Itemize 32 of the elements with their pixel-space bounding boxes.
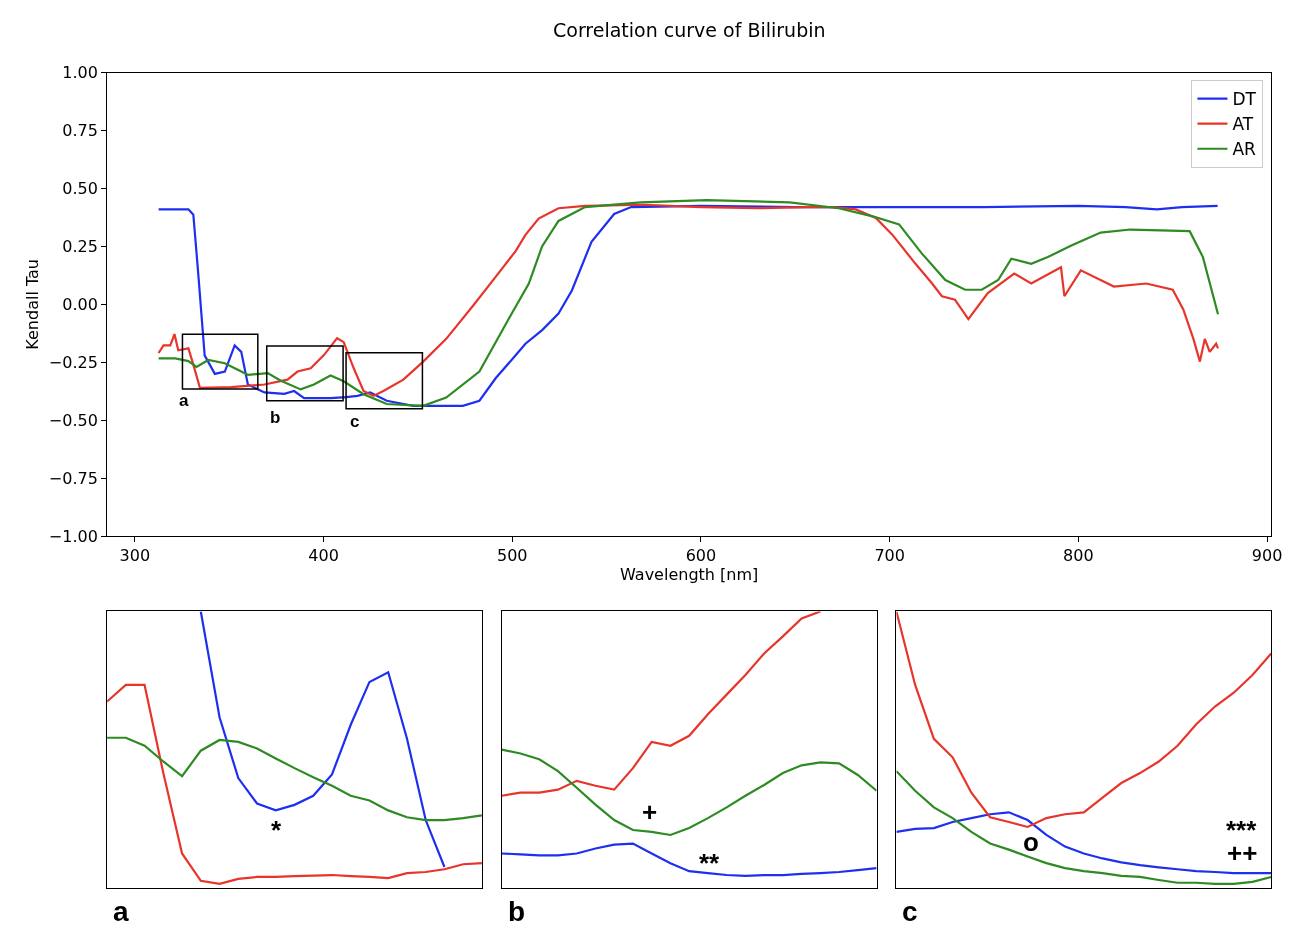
x-tick-label: 400 xyxy=(308,546,339,566)
y-tick-label: 0.25 xyxy=(62,237,98,257)
text: a xyxy=(113,896,129,927)
legend-label: AT xyxy=(1232,114,1254,135)
annotation: * xyxy=(271,815,282,845)
x-tick-label: 900 xyxy=(1251,546,1283,566)
x-axis-title: Wavelength [nm] xyxy=(620,565,759,585)
y-tick-label: 0.50 xyxy=(62,179,98,199)
text: c xyxy=(902,896,918,927)
legend-label: DT xyxy=(1232,89,1257,110)
x-tick-label: 800 xyxy=(1063,546,1094,566)
y-tick-label: −0.25 xyxy=(48,352,98,372)
x-tick-label: 700 xyxy=(874,546,905,566)
x-tick-label: 600 xyxy=(685,546,717,566)
x-tick-label: 500 xyxy=(496,546,528,566)
annotation: a xyxy=(179,391,189,410)
chart-title: Correlation curve of Bilirubin xyxy=(553,19,826,41)
y-tick-label: −1.00 xyxy=(48,526,98,546)
annotation: o xyxy=(1023,827,1039,857)
y-tick-label: −0.75 xyxy=(48,468,98,488)
y-axis-title: Kendall Tau xyxy=(22,259,42,350)
annotation: + xyxy=(642,797,658,827)
annotation: c xyxy=(350,412,360,431)
legend-label: AR xyxy=(1232,139,1257,160)
y-tick-label: 0.00 xyxy=(62,294,98,314)
annotation: b xyxy=(270,408,281,427)
y-tick-label: 0.75 xyxy=(62,121,98,141)
text: b xyxy=(508,896,526,927)
annotation: ** xyxy=(699,848,721,878)
y-tick-label: −0.50 xyxy=(48,410,98,430)
y-tick-label: 1.00 xyxy=(62,63,98,83)
x-tick-label: 300 xyxy=(119,546,151,566)
